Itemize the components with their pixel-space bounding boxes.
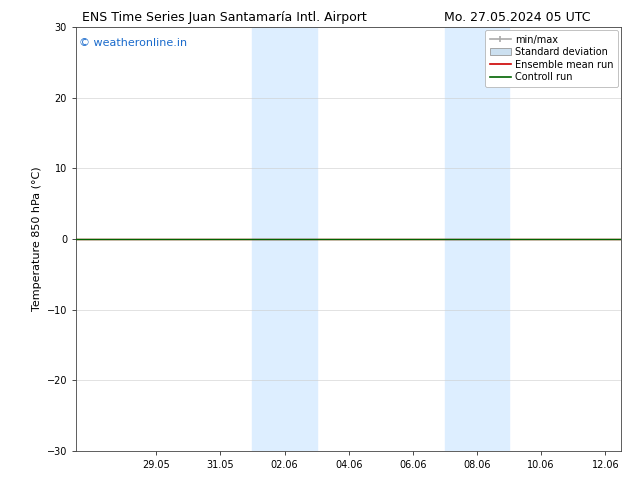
Legend: min/max, Standard deviation, Ensemble mean run, Controll run: min/max, Standard deviation, Ensemble me… xyxy=(485,30,618,87)
Text: Mo. 27.05.2024 05 UTC: Mo. 27.05.2024 05 UTC xyxy=(444,11,590,24)
Text: © weatheronline.in: © weatheronline.in xyxy=(79,38,187,48)
Bar xyxy=(445,27,509,451)
Bar xyxy=(252,27,316,451)
Text: ENS Time Series Juan Santamaría Intl. Airport: ENS Time Series Juan Santamaría Intl. Ai… xyxy=(82,11,367,24)
Y-axis label: Temperature 850 hPa (°C): Temperature 850 hPa (°C) xyxy=(32,167,42,311)
